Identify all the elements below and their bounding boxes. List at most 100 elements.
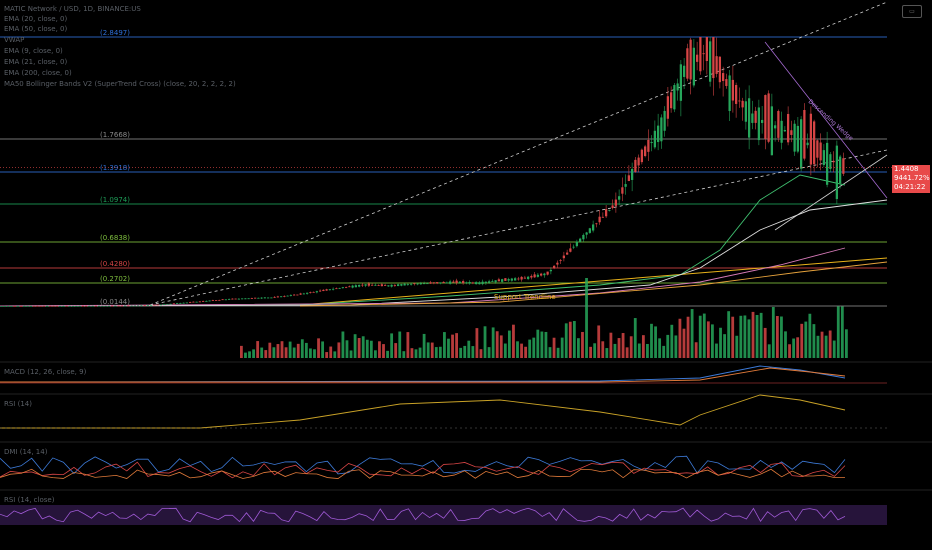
- candle-body: [556, 262, 559, 265]
- candle-body: [361, 284, 364, 286]
- volume-bar: [434, 347, 438, 358]
- candle-body: [208, 300, 211, 302]
- candle-body: [624, 184, 627, 187]
- candle-body: [19, 305, 23, 307]
- candle-body: [728, 75, 731, 112]
- candle-body: [634, 159, 637, 173]
- volume-bar: [646, 343, 649, 358]
- candle-body: [175, 303, 179, 305]
- dmi-minus: [0, 461, 846, 479]
- volume-bar: [524, 346, 528, 358]
- volume-bar: [402, 351, 406, 358]
- volume-bar: [244, 352, 247, 358]
- volume-bar: [792, 338, 796, 358]
- volume-bar: [503, 343, 507, 358]
- candle-body: [29, 305, 33, 307]
- volume-bar: [593, 343, 597, 358]
- candle-body: [643, 146, 647, 157]
- candle-body: [569, 248, 572, 252]
- volume-bar: [836, 306, 840, 358]
- volume-bar: [666, 334, 670, 358]
- candle-body: [552, 265, 556, 269]
- legend-ema-50[interactable]: EMA (50, close, 0): [4, 25, 68, 33]
- legend-ema-20[interactable]: EMA (20, close, 0): [4, 15, 68, 23]
- candle-body: [695, 54, 699, 62]
- volume-bar: [248, 351, 251, 358]
- candle-body: [481, 281, 484, 285]
- candle-body: [549, 269, 553, 272]
- volume-bar: [763, 327, 767, 358]
- legend-ema-9[interactable]: EMA (9, close, 0): [4, 47, 63, 55]
- candle-body: [598, 216, 601, 223]
- candle-body: [611, 205, 614, 209]
- volume-bar: [702, 313, 706, 358]
- candle-body: [523, 277, 527, 279]
- volume-bar: [264, 350, 268, 358]
- volume-bar: [309, 348, 312, 358]
- candle-body: [81, 305, 85, 307]
- fib-label: (0.4280): [100, 260, 130, 268]
- volume-bar: [605, 348, 609, 358]
- candle-body: [292, 294, 296, 296]
- volume-bar: [568, 321, 572, 358]
- volume-bar: [686, 316, 690, 358]
- candle-body: [335, 288, 338, 290]
- candle-body: [221, 299, 224, 301]
- candle-body: [770, 106, 774, 156]
- volume-bar: [812, 324, 816, 358]
- candle-body: [478, 282, 481, 285]
- volume-bar: [552, 337, 556, 358]
- candle-body: [169, 303, 172, 305]
- candle-body: [88, 305, 91, 307]
- candle-body: [62, 305, 65, 307]
- candle-body: [331, 288, 335, 290]
- candle-body: [627, 175, 631, 182]
- volume-bar: [719, 327, 722, 358]
- legend-ema-21[interactable]: EMA (21, close, 0): [4, 58, 68, 66]
- volume-bar: [256, 341, 260, 358]
- candle-body: [224, 299, 228, 301]
- trendlines: [149, 1, 888, 306]
- candle-body: [107, 305, 111, 307]
- candle-body: [757, 107, 761, 141]
- volume-bar: [272, 347, 276, 358]
- candle-body: [452, 281, 455, 283]
- volume-bar: [378, 341, 381, 358]
- volume-bar: [706, 321, 710, 358]
- candle-body: [572, 246, 575, 248]
- candle-body: [435, 282, 439, 284]
- candle-body: [536, 274, 540, 277]
- candle-body: [806, 142, 809, 146]
- candle-body: [507, 279, 510, 281]
- dmi-label: DMI (14, 14): [4, 448, 48, 456]
- symbol-title[interactable]: MATIC Network / USD, 1D, BINANCE:US: [4, 5, 141, 13]
- candle-body: [663, 110, 666, 131]
- legend-bollinger[interactable]: MA50 Bollinger Bands V2 (SuperTrend Cros…: [4, 80, 236, 88]
- volume-bar: [296, 343, 300, 358]
- volume-bar: [662, 345, 666, 358]
- volume-bar: [832, 340, 836, 358]
- volume-bar: [637, 343, 641, 358]
- volume-bar: [650, 323, 653, 358]
- volume-bar: [698, 315, 702, 358]
- fib-label: (0.0144): [100, 298, 130, 306]
- candle-body: [172, 303, 176, 305]
- candle-body: [325, 289, 328, 291]
- candle-body: [565, 252, 569, 255]
- candle-body: [718, 56, 722, 83]
- settings-button[interactable]: ▭: [902, 5, 922, 18]
- volume-bar: [658, 338, 662, 358]
- candle-body: [835, 145, 839, 200]
- volume-bar: [564, 323, 568, 358]
- candle-body: [390, 284, 393, 287]
- candle-body: [699, 37, 702, 72]
- candle-body: [263, 297, 267, 299]
- candle-body: [260, 297, 263, 299]
- legend-vwap[interactable]: VWAP: [4, 36, 25, 44]
- legend-ema-200[interactable]: EMA (200, close, 0): [4, 69, 72, 77]
- volume-bar: [784, 331, 787, 358]
- signal-line: [0, 367, 846, 383]
- volume-bar: [585, 278, 588, 358]
- candle-body: [647, 139, 650, 152]
